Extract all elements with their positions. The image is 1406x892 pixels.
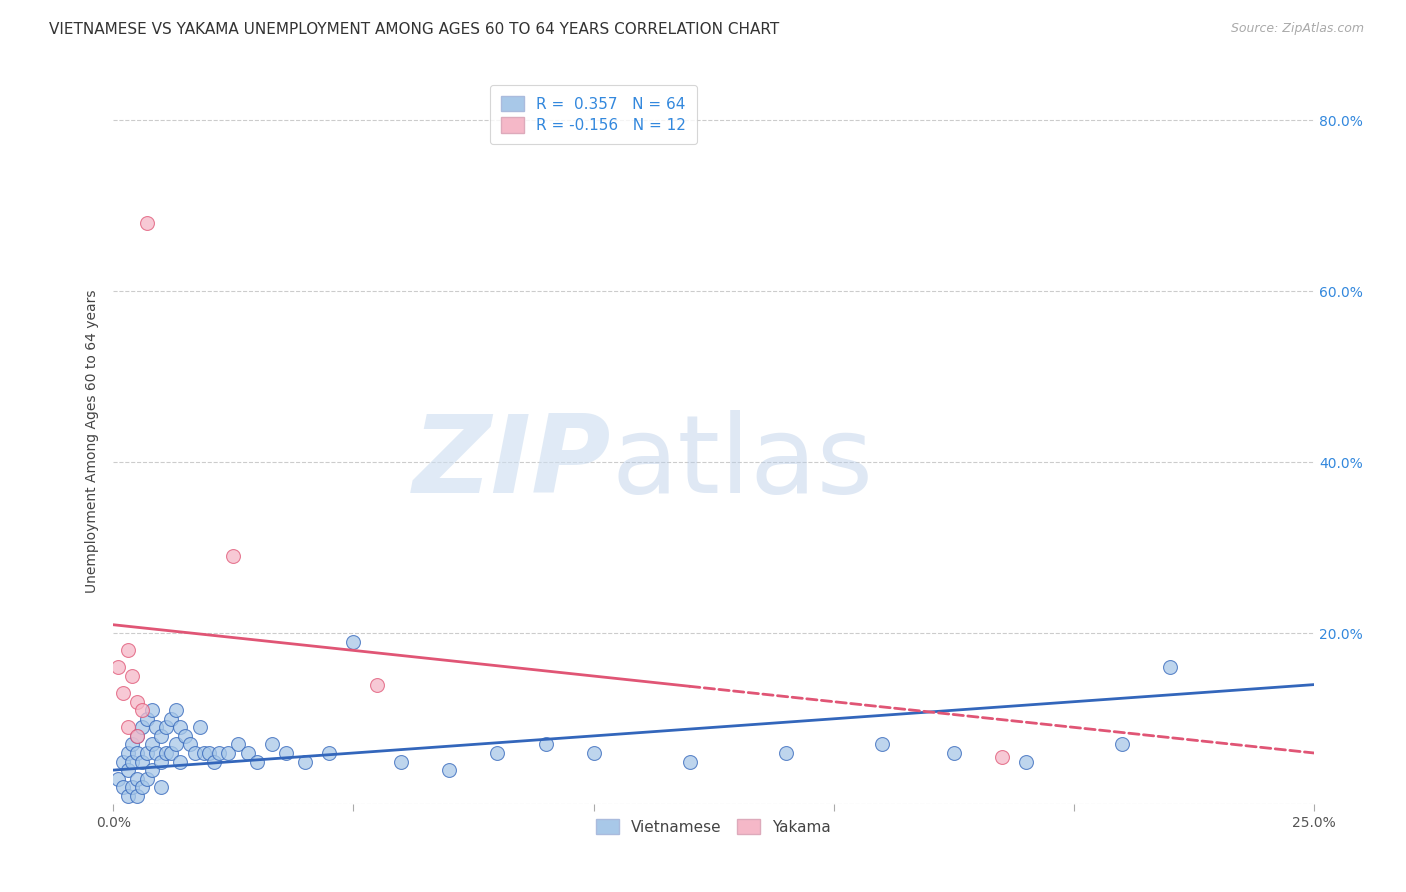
Point — [169, 755, 191, 769]
Point — [208, 746, 231, 760]
Y-axis label: Unemployment Among Ages 60 to 64 years: Unemployment Among Ages 60 to 64 years — [86, 289, 100, 592]
Point — [342, 635, 364, 649]
Point — [145, 720, 167, 734]
Point — [198, 746, 221, 760]
Point — [107, 660, 129, 674]
Point — [135, 712, 157, 726]
Point — [439, 763, 461, 777]
Point — [155, 746, 177, 760]
Point — [121, 755, 143, 769]
Point — [1111, 738, 1133, 752]
Point — [165, 738, 187, 752]
Text: Source: ZipAtlas.com: Source: ZipAtlas.com — [1230, 22, 1364, 36]
Text: atlas: atlas — [612, 409, 873, 516]
Point — [135, 746, 157, 760]
Point — [107, 772, 129, 786]
Point — [117, 746, 139, 760]
Point — [366, 677, 388, 691]
Text: ZIP: ZIP — [413, 409, 612, 516]
Point — [222, 549, 245, 564]
Point — [534, 738, 557, 752]
Point — [188, 720, 211, 734]
Point — [179, 738, 201, 752]
Point — [117, 643, 139, 657]
Point — [391, 755, 413, 769]
Point — [117, 763, 139, 777]
Point — [276, 746, 298, 760]
Point — [1015, 755, 1038, 769]
Point — [131, 703, 153, 717]
Point — [145, 746, 167, 760]
Point — [236, 746, 259, 760]
Point — [193, 746, 215, 760]
Point — [165, 703, 187, 717]
Point — [486, 746, 509, 760]
Point — [174, 729, 197, 743]
Point — [942, 746, 965, 760]
Point — [318, 746, 340, 760]
Point — [260, 738, 283, 752]
Point — [135, 772, 157, 786]
Point — [218, 746, 240, 760]
Point — [141, 703, 163, 717]
Point — [131, 755, 153, 769]
Point — [127, 772, 149, 786]
Point — [117, 720, 139, 734]
Point — [127, 695, 149, 709]
Point — [775, 746, 797, 760]
Point — [121, 738, 143, 752]
Point — [150, 755, 173, 769]
Point — [141, 738, 163, 752]
Point — [150, 780, 173, 795]
Point — [246, 755, 269, 769]
Legend: Vietnamese, Yakama: Vietnamese, Yakama — [588, 810, 841, 844]
Point — [141, 763, 163, 777]
Point — [155, 720, 177, 734]
Point — [121, 780, 143, 795]
Point — [1159, 660, 1181, 674]
Point — [226, 738, 249, 752]
Point — [135, 216, 157, 230]
Point — [111, 755, 134, 769]
Point — [117, 789, 139, 803]
Point — [127, 746, 149, 760]
Point — [160, 712, 183, 726]
Point — [202, 755, 225, 769]
Point — [111, 780, 134, 795]
Point — [131, 720, 153, 734]
Point — [127, 729, 149, 743]
Point — [127, 789, 149, 803]
Point — [150, 729, 173, 743]
Point — [582, 746, 605, 760]
Point — [679, 755, 702, 769]
Point — [184, 746, 207, 760]
Point — [111, 686, 134, 700]
Point — [870, 738, 893, 752]
Point — [991, 750, 1014, 764]
Text: VIETNAMESE VS YAKAMA UNEMPLOYMENT AMONG AGES 60 TO 64 YEARS CORRELATION CHART: VIETNAMESE VS YAKAMA UNEMPLOYMENT AMONG … — [49, 22, 779, 37]
Point — [127, 729, 149, 743]
Point — [121, 669, 143, 683]
Point — [169, 720, 191, 734]
Point — [160, 746, 183, 760]
Point — [131, 780, 153, 795]
Point — [294, 755, 316, 769]
